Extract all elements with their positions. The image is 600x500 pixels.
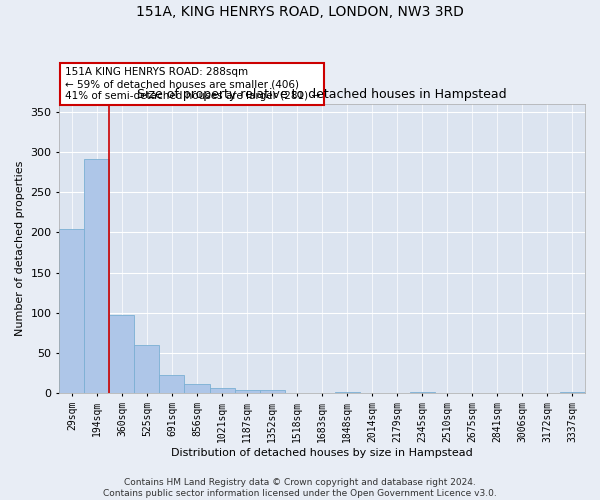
- Bar: [134, 345, 160, 393]
- Text: 151A, KING HENRYS ROAD, LONDON, NW3 3RD: 151A, KING HENRYS ROAD, LONDON, NW3 3RD: [136, 5, 464, 19]
- Title: Size of property relative to detached houses in Hampstead: Size of property relative to detached ho…: [137, 88, 507, 101]
- Text: Contains HM Land Registry data © Crown copyright and database right 2024.
Contai: Contains HM Land Registry data © Crown c…: [103, 478, 497, 498]
- Bar: [160, 376, 184, 393]
- Text: 151A KING HENRYS ROAD: 288sqm
← 59% of detached houses are smaller (406)
41% of : 151A KING HENRYS ROAD: 288sqm ← 59% of d…: [65, 68, 320, 100]
- Bar: [410, 392, 435, 393]
- Y-axis label: Number of detached properties: Number of detached properties: [15, 160, 25, 336]
- Bar: [560, 392, 585, 393]
- Bar: [209, 388, 235, 393]
- Bar: [59, 229, 85, 393]
- X-axis label: Distribution of detached houses by size in Hampstead: Distribution of detached houses by size …: [171, 448, 473, 458]
- Bar: [109, 315, 134, 393]
- Bar: [235, 390, 260, 393]
- Bar: [184, 384, 209, 393]
- Bar: [335, 392, 360, 393]
- Bar: [260, 390, 284, 393]
- Bar: [85, 159, 109, 393]
